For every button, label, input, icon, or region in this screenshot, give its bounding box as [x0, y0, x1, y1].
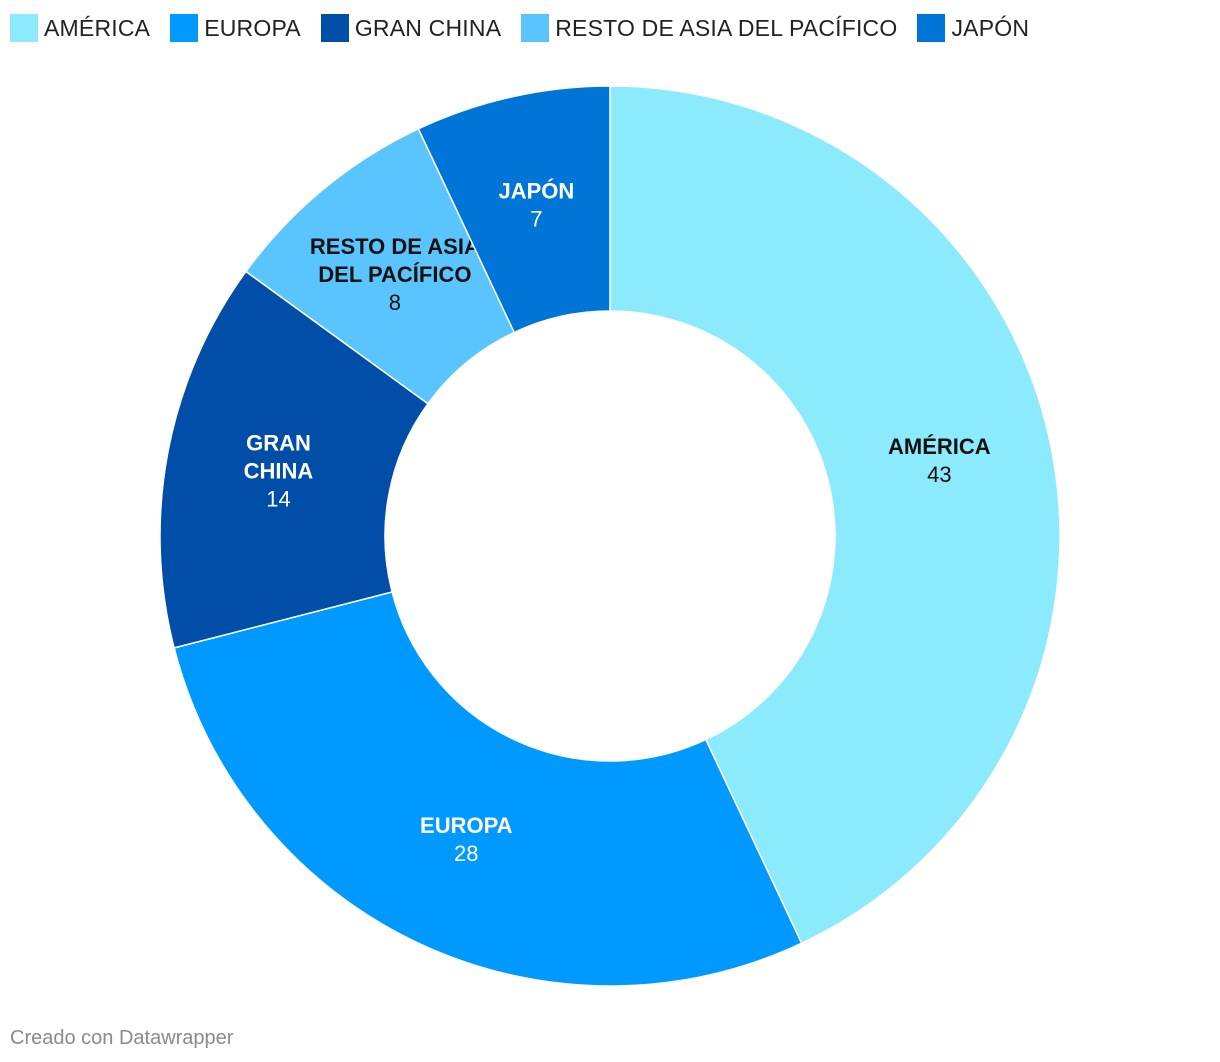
legend-label: GRAN CHINA: [354, 14, 502, 41]
legend-item-america: AMÉRICA: [10, 14, 150, 42]
credit-footer: Creado con Datawrapper: [10, 1027, 234, 1049]
slice-name-label: DEL PACÍFICO: [318, 262, 471, 287]
legend-swatch: [320, 14, 349, 42]
slice-label-japon: JAPÓN 7: [498, 178, 574, 231]
slice-label-europa: EUROPA 28: [420, 813, 513, 866]
slice-value-label: 43: [927, 462, 951, 487]
slice-value-label: 14: [266, 487, 290, 512]
legend-swatch: [170, 14, 199, 42]
slice-name-label: RESTO DE ASIA: [310, 234, 480, 259]
slice-value-label: 28: [454, 841, 478, 866]
slice-name-label: JAPÓN: [498, 178, 574, 203]
slice-japon: [417, 85, 611, 334]
legend-swatch: [521, 14, 550, 42]
legend-item-gran-china: GRAN CHINA: [320, 14, 502, 42]
slice-name-label: EUROPA: [420, 813, 513, 838]
slice-label-resto-de-asia-del-pacifico: RESTO DE ASIA DEL PACÍFICO 8: [310, 234, 480, 315]
slice-label-america: AMÉRICA 43: [888, 434, 991, 487]
legend-swatch: [917, 14, 946, 42]
slice-gran-china: [159, 270, 430, 649]
chart-legend: AMÉRICA EUROPA GRAN CHINA RESTO DE ASIA …: [10, 12, 1049, 44]
legend-item-europa: EUROPA: [170, 14, 301, 42]
legend-label: RESTO DE ASIA DEL PACÍFICO: [555, 14, 898, 41]
slice-label-gran-china: GRAN CHINA 14: [244, 431, 314, 512]
slice-value-label: 7: [530, 206, 542, 231]
slice-name-label: CHINA: [244, 459, 314, 484]
legend-item-japon: JAPÓN: [917, 14, 1029, 42]
legend-item-resto-asia-pacifico: RESTO DE ASIA DEL PACÍFICO: [521, 14, 897, 42]
legend-swatch: [10, 14, 38, 42]
slice-name-label: AMÉRICA: [888, 434, 991, 459]
legend-label: AMÉRICA: [44, 14, 151, 41]
legend-label: JAPÓN: [951, 14, 1030, 41]
slice-america: [609, 85, 1061, 945]
legend-label: EUROPA: [204, 14, 301, 41]
slice-value-label: 8: [389, 290, 401, 315]
slice-europa: [173, 591, 803, 987]
slice-name-label: GRAN: [246, 431, 311, 456]
